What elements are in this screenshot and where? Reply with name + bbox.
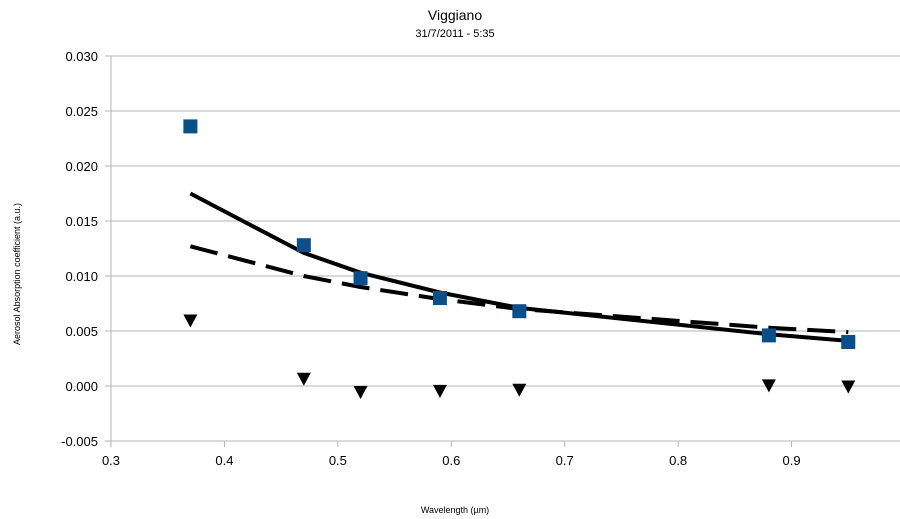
square-marker [841,335,856,349]
y-tick-label: 0.030 [65,49,98,64]
y-tick-label: 0.010 [65,269,98,284]
y-tick-label: 0.005 [65,324,98,339]
triangle-marker [296,372,311,386]
x-tick-label: 0.5 [329,453,347,468]
dashed-fit-line [189,244,849,335]
x-tick-label: 0.3 [102,453,120,468]
triangle-marker [432,384,447,398]
gridlines [111,55,900,442]
square-marker [432,291,447,305]
x-tick-label: 0.7 [556,453,574,468]
square-marker [761,328,776,343]
triangle-marker [841,380,856,394]
square-marker [512,304,527,319]
triangle-marker [761,379,776,393]
chart-subtitle: 31/7/2011 - 5:35 [415,28,494,40]
y-tick-label: 0.025 [65,104,98,119]
square-marker [296,238,311,253]
data-series [183,119,856,399]
x-tick-label: 0.9 [783,453,801,468]
axes [105,55,900,447]
y-tick-label: 0.020 [65,159,98,174]
triangle-marker [183,314,198,328]
y-axis-title: Aerosol Absorption coefficient (a.u.) [12,203,22,345]
tick-labels: -0.005 0.000 0.005 0.010 0.015 0.020 0.025 0.03… [61,49,800,468]
solid-fit-line [189,191,849,343]
x-tick-label: 0.6 [442,453,460,468]
y-tick-label: -0.005 [61,434,98,449]
y-tick-label: 0.000 [65,379,98,394]
square-marker [183,119,198,134]
triangle-marker [353,386,368,399]
x-tick-label: 0.8 [669,453,687,468]
chart-title: Viggiano [428,7,482,23]
triangle-marker [512,383,527,397]
y-tick-label: 0.015 [65,214,98,229]
x-tick-label: 0.4 [215,453,233,468]
x-axis-title: Wavelength (µm) [421,505,489,515]
square-marker [353,271,368,286]
